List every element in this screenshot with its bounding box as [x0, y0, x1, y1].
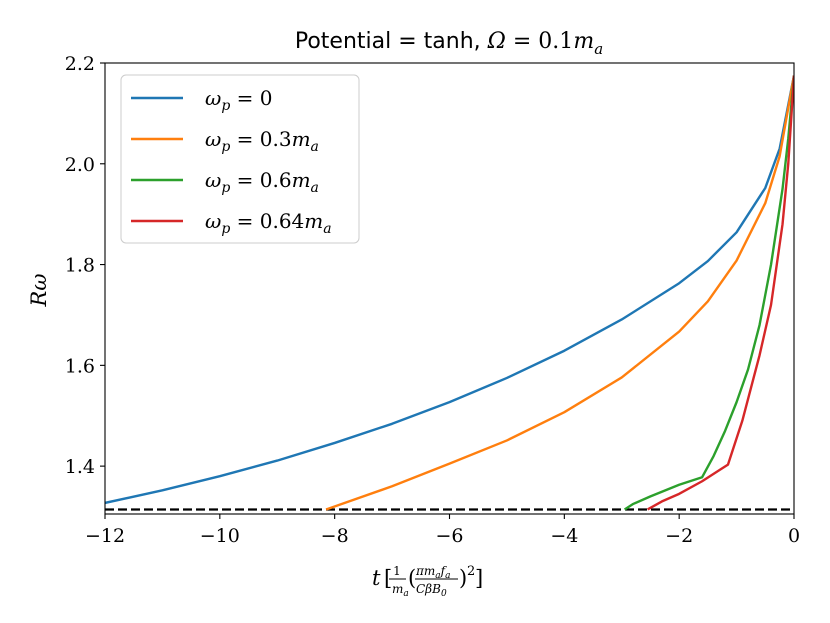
x-tick-label: −8 — [321, 525, 349, 547]
x-axis-label-paren-open: ( — [408, 566, 416, 590]
series-line-1 — [325, 75, 794, 511]
x-axis-label-square: 2 — [467, 564, 475, 579]
x-tick-label: −2 — [665, 525, 693, 547]
legend-label-0: ωp = 0 — [205, 86, 272, 114]
plot-series-layer — [105, 75, 794, 511]
x-axis-label-bracket-close: ] — [475, 566, 483, 590]
x-axis-label-ma: ma — [392, 582, 409, 599]
x-axis-label-one: 1 — [393, 564, 401, 578]
x-axis-label-numer: πmafa — [415, 564, 450, 581]
x-tick-label: −10 — [200, 525, 240, 547]
chart-title: Potential = tanh, Ω = 0.1ma — [295, 29, 603, 58]
chart-title-prefix: Potential = tanh, — [295, 29, 488, 54]
y-tick-label: 2.0 — [65, 154, 95, 176]
chart-title-sub: a — [594, 40, 603, 58]
legend-label-3: ωp = 0.64ma — [205, 209, 332, 237]
legend-box — [120, 74, 360, 244]
x-axis-label-paren-close: ) — [459, 566, 467, 590]
x-tick-label: −6 — [435, 525, 463, 547]
y-axis-label: Rω — [27, 274, 51, 308]
x-axis-label-denom: CβB0 — [416, 582, 447, 599]
legend-label-2: ωp = 0.6ma — [205, 168, 319, 196]
y-tick-label: 1.8 — [65, 255, 95, 277]
legend: ωp = 0 ωp = 0.3ma ωp = 0.6ma ωp = 0.64ma — [120, 74, 360, 244]
legend-label-1: ωp = 0.3ma — [205, 127, 319, 155]
y-axis: 1.4 1.6 1.8 2.0 2.2 — [65, 53, 105, 478]
y-tick-label: 2.2 — [65, 53, 95, 75]
y-tick-label: 1.6 — [65, 355, 95, 377]
chart-title-eq: = 0.1 — [506, 29, 573, 54]
series-line-0 — [105, 75, 794, 505]
y-tick-label: 1.4 — [65, 456, 95, 478]
series-line-3 — [647, 75, 794, 511]
x-axis: −12 −10 −8 −6 −4 −2 0 — [85, 514, 800, 547]
x-axis-label-t: t — [372, 566, 381, 590]
x-axis-label-bracket-open: [ — [384, 566, 392, 590]
x-tick-label: −4 — [550, 525, 578, 547]
chart-title-omega: Ω — [487, 29, 506, 54]
x-tick-label: −12 — [85, 525, 125, 547]
series-line-2 — [623, 75, 794, 511]
x-tick-label: 0 — [788, 525, 800, 547]
x-axis-label: t [ 1 ma ( πmafa CβB0 ) 2 ] — [372, 564, 483, 599]
chart-title-m: m — [573, 29, 594, 54]
